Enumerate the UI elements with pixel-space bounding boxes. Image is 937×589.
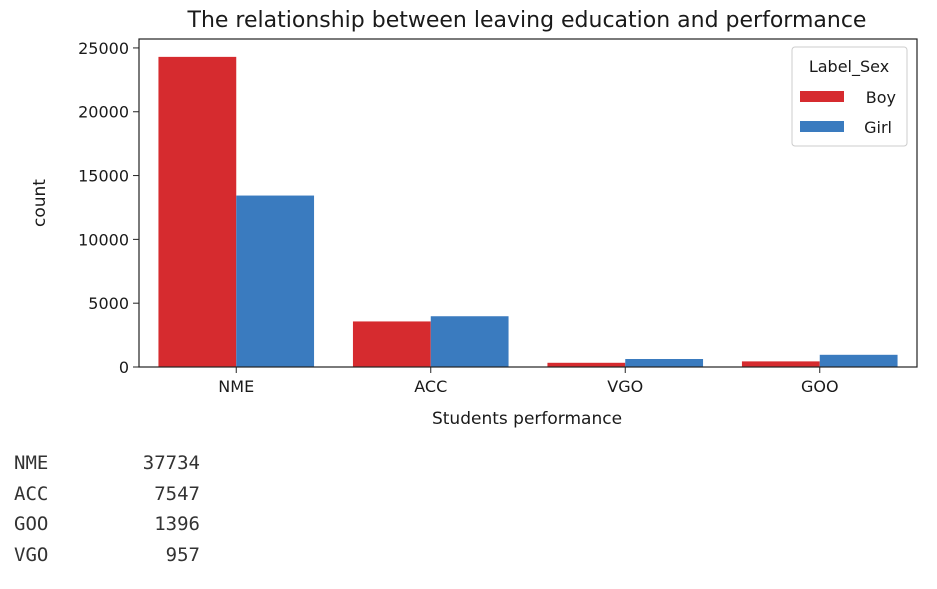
x-axis-label: Students performance (432, 409, 622, 429)
output-value: 957 (165, 543, 200, 566)
output-value: 37734 (142, 452, 200, 474)
bar-girl-nme (236, 195, 315, 367)
bar-chart: The relationship between leaving educati… (30, 8, 918, 429)
bar-boy-goo (741, 361, 820, 367)
legend-label-boy: Boy (866, 88, 896, 107)
bar-boy-vgo (547, 362, 626, 367)
output-row: ACC 7547 (14, 479, 200, 510)
y-tick-label: 10000 (78, 230, 129, 249)
output-key: NME (14, 452, 49, 474)
x-tick-label: NME (218, 377, 254, 396)
legend-title: Label_Sex (809, 57, 889, 77)
output-key: ACC (14, 482, 49, 505)
x-tick-label: GOO (801, 377, 839, 396)
y-axis: 0 5000 10000 15000 20000 25000 (78, 39, 139, 377)
legend-swatch-boy (800, 91, 844, 102)
output-row: NME 37734 (14, 448, 200, 479)
value-counts-output: NME 37734 ACC 7547 GOO 1396 VGO 957 (14, 448, 200, 570)
legend: Label_Sex Boy Girl (791, 46, 908, 147)
y-tick-label: 5000 (88, 294, 129, 313)
chart-title: The relationship between leaving educati… (187, 8, 867, 33)
output-value: 7547 (154, 482, 200, 505)
output-row: VGO 957 (14, 540, 200, 571)
y-tick-label: 15000 (78, 167, 129, 186)
bar-girl-vgo (625, 359, 704, 367)
bar-boy-acc (352, 321, 431, 367)
x-tick-label: ACC (414, 377, 447, 396)
bar-girl-acc (430, 316, 509, 367)
x-axis: NME ACC VGO GOO (218, 367, 839, 396)
bar-boy-nme (158, 56, 237, 368)
bars-group (158, 56, 898, 368)
y-tick-label: 20000 (78, 103, 129, 122)
y-tick-label: 0 (119, 358, 129, 377)
output-row: GOO 1396 (14, 509, 200, 540)
y-axis-label: count (30, 179, 50, 227)
x-tick-label: VGO (607, 377, 643, 396)
legend-label-girl: Girl (864, 118, 892, 137)
bar-girl-goo (819, 354, 898, 367)
output-key: GOO (14, 513, 49, 535)
output-key: VGO (14, 543, 49, 566)
legend-swatch-girl (800, 121, 844, 132)
plot-frame (138, 38, 918, 368)
y-tick-label: 25000 (78, 39, 129, 58)
output-value: 1396 (154, 513, 200, 535)
